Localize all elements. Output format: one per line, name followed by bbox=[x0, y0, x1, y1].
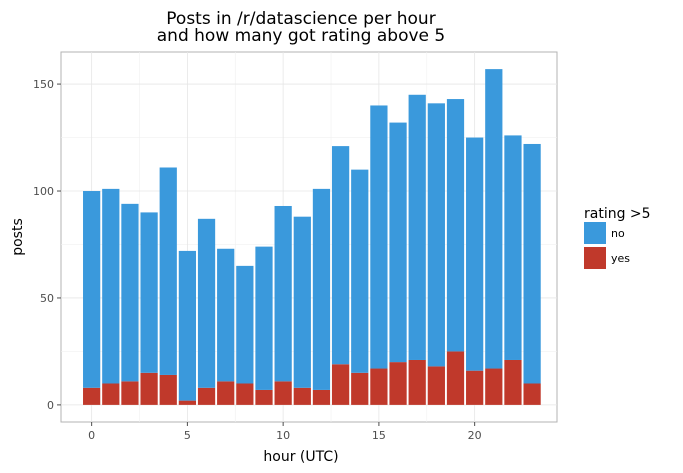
bar-no bbox=[274, 205, 292, 382]
bar-yes bbox=[427, 366, 445, 405]
x-tick-label: 0 bbox=[88, 429, 95, 442]
bar-yes bbox=[351, 372, 369, 405]
bar-no bbox=[466, 137, 484, 371]
bar-no bbox=[83, 191, 101, 388]
bar-no bbox=[485, 69, 503, 369]
bar-no bbox=[140, 212, 158, 373]
bar-no bbox=[293, 216, 311, 388]
bar-no bbox=[217, 248, 235, 382]
y-tick-label: 150 bbox=[33, 78, 54, 91]
x-tick-label: 10 bbox=[276, 429, 290, 442]
bar-no bbox=[197, 218, 216, 388]
bar-yes bbox=[274, 381, 292, 405]
y-axis-ticks: 0 50 100 150 bbox=[33, 78, 61, 412]
legend-swatch-no bbox=[584, 222, 606, 244]
bar-yes bbox=[178, 400, 197, 405]
bar-no bbox=[255, 246, 273, 390]
bar-yes bbox=[485, 368, 503, 405]
bar-yes bbox=[102, 383, 120, 405]
x-tick-label: 20 bbox=[468, 429, 482, 442]
bar-no bbox=[236, 265, 254, 384]
bar-yes bbox=[331, 364, 350, 405]
bar-no bbox=[178, 250, 197, 401]
bar-no bbox=[389, 122, 407, 363]
bar-yes bbox=[389, 362, 407, 405]
y-tick-label: 50 bbox=[40, 292, 54, 305]
bar-yes bbox=[217, 381, 235, 405]
bar-yes bbox=[197, 387, 216, 405]
bar-yes bbox=[312, 389, 331, 405]
bar-yes bbox=[121, 381, 139, 405]
bar-no bbox=[408, 94, 426, 360]
bar-yes bbox=[293, 387, 311, 405]
x-tick-label: 5 bbox=[184, 429, 191, 442]
bar-yes bbox=[370, 368, 388, 405]
bar-yes bbox=[504, 359, 522, 405]
bar-yes bbox=[140, 372, 158, 405]
bar-no bbox=[504, 135, 522, 360]
bar-no bbox=[121, 203, 139, 382]
bar-yes bbox=[83, 387, 101, 405]
bar-no bbox=[159, 167, 177, 375]
x-axis-ticks: 0 5 10 15 20 bbox=[88, 422, 482, 442]
bar-yes bbox=[408, 359, 426, 405]
bar-no bbox=[523, 143, 541, 384]
x-axis-title: hour (UTC) bbox=[263, 449, 338, 465]
bar-yes bbox=[466, 370, 484, 405]
bar-yes bbox=[236, 383, 254, 405]
legend-label-yes: yes bbox=[611, 252, 630, 265]
bar-no bbox=[102, 188, 120, 384]
chart-title-line2: and how many got rating above 5 bbox=[157, 26, 445, 46]
chart-title-line1: Posts in /r/datascience per hour bbox=[166, 9, 435, 29]
bar-no bbox=[331, 146, 350, 365]
y-axis-title: posts bbox=[10, 218, 26, 256]
bar-yes bbox=[446, 351, 465, 405]
bar-no bbox=[351, 169, 369, 373]
legend-swatch-yes bbox=[584, 247, 606, 269]
x-tick-label: 15 bbox=[372, 429, 386, 442]
bar-no bbox=[370, 105, 388, 369]
bars bbox=[83, 69, 541, 405]
bar-no bbox=[446, 99, 465, 352]
bar-yes bbox=[523, 383, 541, 405]
y-tick-label: 0 bbox=[47, 399, 54, 412]
legend: rating >5 no yes bbox=[584, 206, 651, 269]
y-tick-label: 100 bbox=[33, 185, 54, 198]
legend-title: rating >5 bbox=[584, 206, 651, 222]
legend-label-no: no bbox=[611, 227, 625, 240]
bar-yes bbox=[255, 389, 273, 405]
bar-no bbox=[312, 188, 331, 390]
bar-yes bbox=[159, 374, 177, 405]
bar-no bbox=[427, 103, 445, 367]
